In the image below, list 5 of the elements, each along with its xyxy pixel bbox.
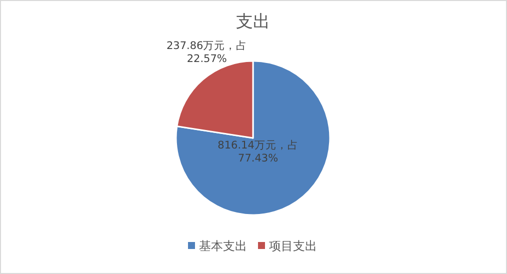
data-label: 237.86万元，占 22.57% <box>166 39 248 66</box>
legend-label: 项目支出 <box>269 239 317 253</box>
chart-title: 支出 <box>236 12 270 32</box>
legend-label: 基本支出 <box>199 239 247 253</box>
data-label: 816.14万元，占 77.43% <box>218 138 298 165</box>
